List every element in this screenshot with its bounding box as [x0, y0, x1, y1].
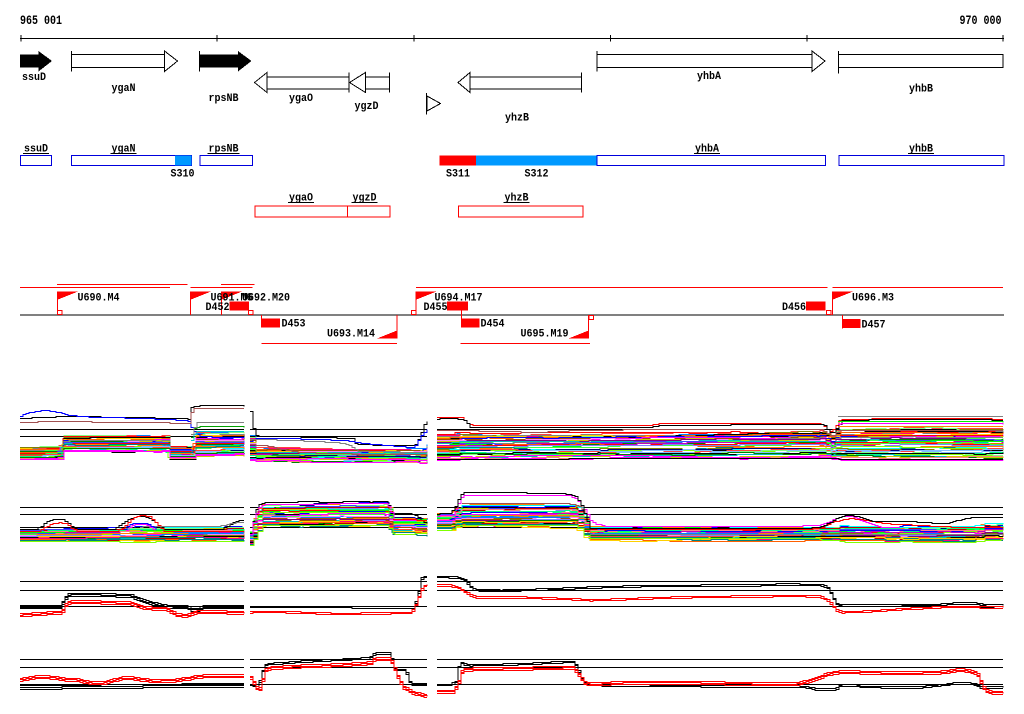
svg-text:rpsNB: rpsNB [209, 93, 239, 105]
svg-text:U695.M19: U695.M19 [521, 329, 569, 341]
svg-text:U696.M3: U696.M3 [852, 293, 894, 305]
svg-text:U694.M17: U694.M17 [435, 293, 483, 305]
svg-text:D452: D452 [206, 302, 230, 314]
svg-text:yhzB: yhzB [505, 193, 529, 205]
svg-text:D455: D455 [424, 302, 448, 314]
svg-text:yhbA: yhbA [695, 144, 719, 156]
svg-text:U693.M14: U693.M14 [327, 329, 375, 341]
svg-text:yhbB: yhbB [909, 144, 933, 156]
svg-text:965 001: 965 001 [20, 14, 62, 28]
svg-text:ygaN: ygaN [112, 144, 136, 156]
svg-text:D453: D453 [282, 319, 306, 331]
svg-text:yhzB: yhzB [505, 113, 529, 125]
svg-text:ygzD: ygzD [353, 193, 377, 205]
svg-text:ssuD: ssuD [22, 72, 46, 84]
svg-text:ygzD: ygzD [355, 101, 379, 113]
svg-text:S310: S310 [171, 169, 195, 181]
svg-text:S312: S312 [525, 169, 549, 181]
svg-text:U692.M20: U692.M20 [242, 293, 290, 305]
svg-text:yhbB: yhbB [909, 84, 933, 96]
svg-text:rpsNB: rpsNB [209, 144, 239, 156]
svg-text:970 000: 970 000 [960, 14, 1002, 28]
svg-text:ssuD: ssuD [24, 144, 48, 156]
svg-text:ygaO: ygaO [289, 193, 313, 205]
svg-text:U690.M4: U690.M4 [78, 293, 120, 305]
svg-text:yhbA: yhbA [697, 71, 721, 83]
svg-text:D456: D456 [782, 302, 806, 314]
svg-text:D457: D457 [862, 320, 886, 332]
svg-text:ygaO: ygaO [289, 93, 313, 105]
svg-text:ygaN: ygaN [112, 83, 136, 95]
svg-text:D454: D454 [481, 319, 505, 331]
svg-text:S311: S311 [446, 169, 470, 181]
